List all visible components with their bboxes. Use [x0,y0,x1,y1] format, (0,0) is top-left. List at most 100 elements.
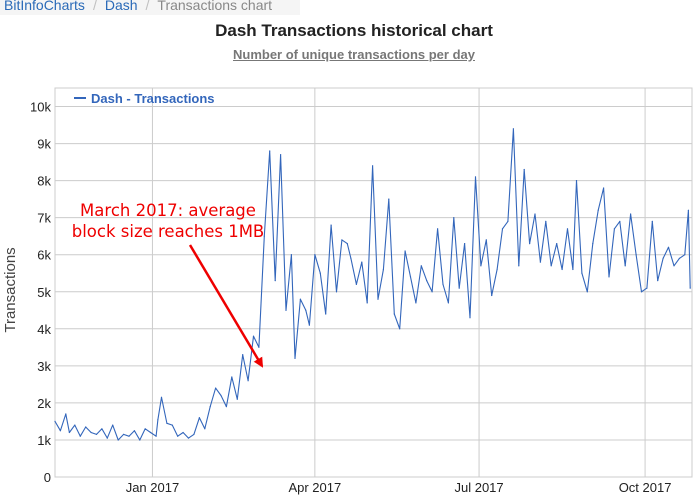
data-point [673,265,675,267]
data-point [54,420,56,422]
data-point [667,246,670,248]
data-point [646,287,648,289]
data-point [485,239,487,241]
data-point [575,180,578,182]
chart-title: Dash Transactions historical chart [215,21,493,40]
data-point [566,228,569,230]
data-point [496,268,498,271]
y-tick-label: 1k [37,433,51,448]
data-point [65,413,67,415]
data-point [624,265,626,267]
series-line-dash-transactions[interactable] [54,128,691,441]
data-point [112,424,114,426]
data-point [581,272,583,274]
data-point [95,433,98,435]
annotation-arrow [188,244,264,368]
y-tick-label: 6k [37,248,51,263]
data-point [346,243,348,245]
data-point [550,265,552,267]
breadcrumb-current: Transactions chart [157,0,273,13]
data-point [388,198,390,200]
data-point [294,357,296,359]
y-tick-label: 4k [37,322,51,337]
data-point [150,431,152,434]
data-point [305,309,307,311]
data-point [117,439,119,441]
y-tick-label: 0 [44,470,51,485]
data-point [518,265,520,267]
data-point [139,439,141,441]
data-point [613,228,616,230]
data-point [572,268,574,271]
y-tick-label: 9k [37,137,51,152]
data-point [335,291,338,293]
x-tick-label: Oct 2017 [619,480,672,495]
data-point [678,257,681,259]
data-point [442,283,444,285]
y-tick-label: 7k [37,211,51,226]
annotation-line-2: block size reaches 1MB [72,222,265,241]
data-point [144,428,146,430]
data-point [592,243,594,245]
x-axis-ticks: Jan 2017 Apr 2017 Jul 2017 Oct 2017 [126,480,672,495]
data-point [285,309,287,311]
data-point [619,220,621,222]
data-point [319,272,321,274]
x-tick-label: Jan 2017 [126,480,180,495]
data-point [128,435,130,437]
data-point [420,265,422,267]
data-point [299,298,301,300]
breadcrumb: BitInfoCharts / Dash / Transactions chart [0,0,300,15]
data-point [225,406,227,408]
data-point [409,276,412,278]
data-point [236,398,238,400]
legend-label[interactable]: Dash - Transactions [91,91,215,106]
data-point [640,291,643,293]
data-point [187,437,190,439]
data-point [404,250,406,252]
data-point [426,280,428,282]
data-point [274,280,276,282]
data-point [177,435,179,437]
chart-subtitle[interactable]: Number of unique transactions per day [233,47,475,62]
data-point [231,376,233,378]
data-point [198,417,200,419]
data-point [215,387,217,389]
data-point [474,176,477,178]
data-point [687,209,690,211]
data-point [651,220,653,222]
data-point [469,317,471,319]
data-point [480,265,482,267]
data-point [491,294,493,297]
data-point [79,435,81,437]
breadcrumb-link-dash[interactable]: Dash [104,0,138,13]
data-point [355,283,357,285]
data-point [182,431,184,434]
data-point [399,328,401,330]
data-point [534,213,536,215]
data-point [415,302,417,304]
data-point [662,257,664,259]
data-point [106,437,108,439]
breadcrumb-separator: / [92,0,97,13]
data-point [597,209,599,211]
grid-lines [55,88,692,477]
data-point [263,235,265,237]
data-point [220,394,222,397]
y-tick-label: 3k [37,359,51,374]
data-point [123,433,125,435]
y-tick-label: 10k [30,100,51,115]
data-point [325,313,327,315]
data-point [252,335,255,337]
x-tick-label: Jul 2017 [454,480,503,495]
series-points [54,128,691,441]
data-point [350,257,352,259]
breadcrumb-link-bitinfocharts[interactable]: BitInfoCharts [4,0,85,13]
y-tick-label: 5k [37,285,51,300]
data-point [545,220,547,222]
data-point [523,168,525,171]
data-point [361,261,363,263]
data-point [101,428,103,430]
data-point [308,324,310,326]
